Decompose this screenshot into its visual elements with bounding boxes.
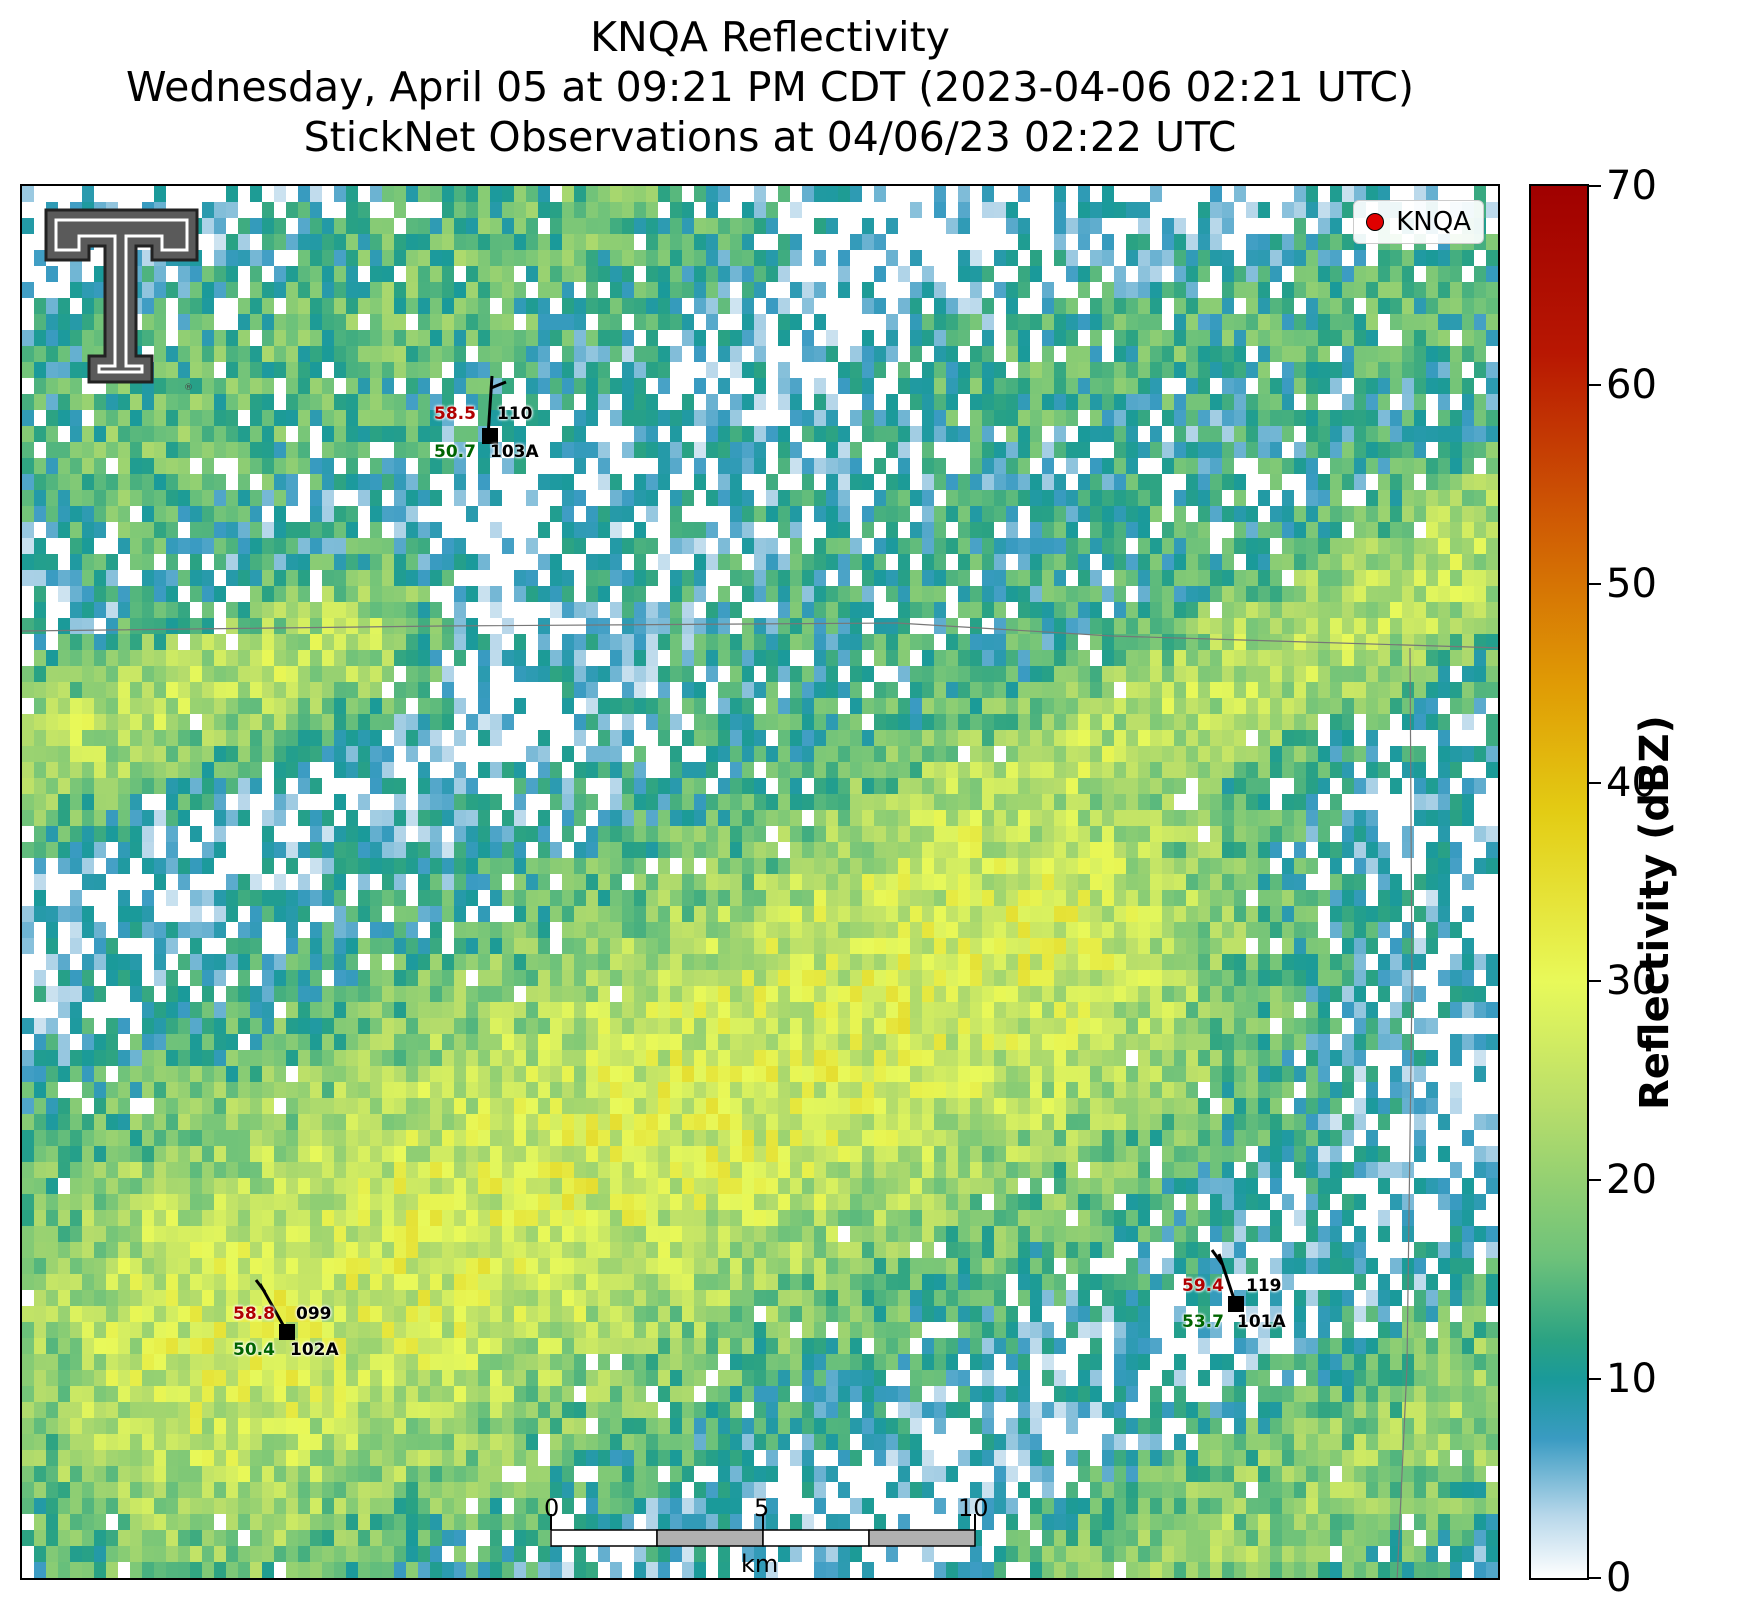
station-101A-temp: 59.4 [1182,1276,1224,1296]
knqa-marker-icon [1366,213,1385,231]
station-102A-wind-barb [254,1279,295,1340]
colorbar-tick-label: 30 [1606,958,1657,1005]
chart-subtitle-obs: StickNet Observations at 04/06/23 02:22 … [303,113,1237,161]
station-101A-marker [1228,1296,1244,1312]
chart-subtitle-time: Wednesday, April 05 at 09:21 PM CDT (202… [126,63,1414,111]
map-overlay: ® [22,208,1498,1578]
colorbar-tick [1589,781,1601,784]
station-103A-dewpoint: 50.7 [434,442,476,462]
colorbar-tick-label: 0 [1606,1555,1632,1601]
station-103A-marker [482,428,498,444]
colorbar-tick-label: 50 [1606,560,1657,607]
radar-map[interactable]: ® 58.5 110 50.7 103A 58.8 [20,184,1500,1580]
colorbar-label: Reflectivity (dBZ) [1632,715,1678,1110]
scale-bar-label-10: 10 [958,1494,989,1522]
colorbar-tick [1589,383,1601,386]
legend: KNQA [1353,200,1484,244]
scale-bar-label-5: 5 [754,1494,770,1522]
colorbar-tick-label: 20 [1606,1157,1657,1204]
station-103A-pressure: 110 [497,404,533,424]
scale-bar [550,1514,976,1547]
station-102A-id: 102A [290,1340,339,1360]
colorbar-tick [1589,185,1601,187]
station-101A-id: 101A [1237,1312,1286,1332]
station-102A-pressure: 099 [296,1304,332,1324]
station-101A-pressure: 119 [1246,1276,1282,1296]
county-border-north [22,622,1498,649]
colorbar-tick-label: 70 [1606,163,1657,209]
scale-bar-label-0: 0 [544,1494,560,1522]
colorbar-tick [1589,980,1601,983]
legend-label: KNQA [1396,207,1471,237]
colorbar-tick-label: 10 [1606,1356,1657,1403]
colorbar-tick [1589,1577,1601,1579]
reflectivity-field [22,186,1498,1578]
texas-tech-double-t-logo: ® [44,208,199,393]
colorbar-tick-label: 40 [1606,759,1657,806]
station-102A-dewpoint: 50.4 [233,1340,275,1360]
chart-title: KNQA Reflectivity [590,13,950,61]
colorbar-tick [1589,582,1601,585]
county-border-east [1396,647,1413,1578]
station-101A-dewpoint: 53.7 [1182,1312,1224,1332]
scale-bar-unit: km [741,1550,779,1578]
station-103A-id: 103A [490,442,539,462]
station-102A-marker [279,1324,295,1340]
station-103A-temp: 58.5 [434,404,476,424]
colorbar [1529,184,1589,1580]
station-102A-temp: 58.8 [233,1304,275,1324]
colorbar-tick-label: 60 [1606,361,1657,408]
station-101A-wind-barb [1210,1249,1244,1312]
colorbar-tick [1589,1179,1601,1182]
colorbar-tick [1589,1378,1601,1381]
station-103A-wind-barb [482,375,507,444]
